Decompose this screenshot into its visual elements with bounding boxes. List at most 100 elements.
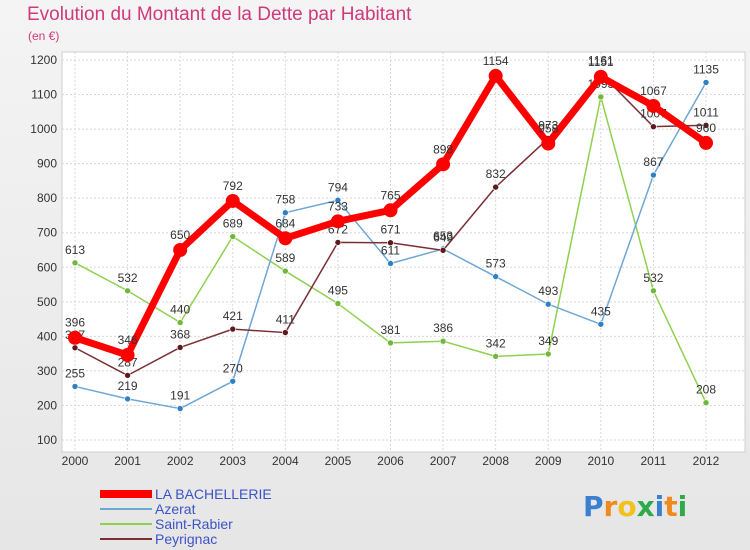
y-tick-label: 700 (37, 226, 57, 240)
chart-subtitle: (en €) (28, 29, 60, 43)
data-point (650, 171, 657, 179)
data-label: 493 (538, 284, 558, 298)
data-point (387, 239, 394, 247)
legend-label-azerat: Azerat (155, 501, 196, 517)
data-label: 1161 (588, 53, 614, 67)
data-label: 650 (170, 228, 190, 242)
data-point (120, 348, 135, 363)
y-tick-label: 1100 (31, 88, 57, 102)
data-label: 396 (65, 316, 85, 330)
y-tick-label: 300 (37, 364, 57, 378)
data-label: 349 (538, 334, 558, 348)
data-point (225, 193, 240, 208)
data-point (176, 319, 184, 326)
legend-label-peyrignac: Peyrignac (155, 531, 218, 547)
data-point (439, 337, 447, 345)
data-point (71, 344, 79, 352)
data-point (176, 344, 184, 351)
data-point (282, 267, 289, 275)
y-tick-label: 800 (37, 191, 57, 205)
y-tick-label: 200 (37, 398, 57, 412)
data-point (334, 196, 342, 204)
x-tick-label: 2000 (62, 454, 89, 468)
data-point (492, 353, 499, 360)
data-point (334, 300, 342, 307)
data-label: 421 (223, 309, 243, 323)
y-tick-label: 900 (37, 157, 57, 171)
data-point (650, 287, 657, 295)
y-tick-label: 1200 (30, 53, 57, 67)
data-label: 960 (696, 121, 716, 135)
x-tick-label: 2001 (114, 454, 141, 468)
data-point (544, 350, 552, 358)
data-label: 1151 (588, 55, 614, 69)
data-label: 381 (380, 323, 400, 337)
data-label: 1135 (693, 62, 719, 76)
data-label: 649 (433, 230, 453, 244)
data-label: 346 (118, 333, 138, 347)
data-point (383, 203, 398, 218)
data-point (68, 330, 82, 345)
data-label: 684 (275, 216, 295, 230)
data-label: 611 (381, 243, 400, 257)
logo-letter: t (664, 490, 678, 523)
data-point (124, 372, 131, 379)
data-label: 589 (275, 251, 295, 265)
logo-letter: P (583, 490, 604, 523)
data-point (124, 287, 131, 295)
data-point (702, 399, 710, 406)
x-tick-label: 2003 (219, 454, 246, 468)
data-point (387, 339, 394, 347)
data-point (492, 273, 499, 280)
data-label: 867 (643, 155, 663, 169)
data-point (71, 383, 79, 390)
legend-label-la-bachellerie: LA BACHELLERIE (155, 486, 272, 502)
y-tick-label: 1000 (30, 122, 57, 136)
data-label: 792 (223, 179, 243, 193)
data-point (597, 320, 605, 328)
data-label: 440 (170, 303, 190, 317)
data-label: 958 (538, 122, 558, 136)
data-point (650, 123, 657, 130)
data-point (702, 79, 710, 86)
data-point (330, 214, 345, 229)
data-label: 653 (433, 229, 453, 243)
data-point (488, 68, 503, 83)
legend-label-saint-rabier: Saint-Rabier (155, 516, 233, 532)
data-point (597, 93, 605, 101)
data-label: 898 (433, 142, 453, 156)
x-tick-label: 2002 (167, 454, 194, 468)
data-label: 689 (223, 217, 243, 231)
logo-letter: i (654, 490, 665, 523)
proxiti-logo: Proxiti (583, 490, 687, 523)
x-tick-label: 2007 (430, 454, 457, 468)
data-label: 411 (276, 313, 295, 327)
chart-title: Evolution du Montant de la Dette par Hab… (27, 4, 412, 25)
data-label: 832 (486, 167, 506, 181)
data-point (541, 136, 556, 151)
data-label: 1154 (483, 54, 509, 68)
logo-letter: i (677, 490, 688, 523)
data-point (492, 183, 499, 191)
data-point (544, 300, 552, 308)
data-label: 765 (380, 188, 400, 202)
data-point (699, 135, 713, 150)
x-tick-label: 2008 (482, 454, 509, 468)
data-label: 495 (328, 284, 348, 298)
data-label: 191 (170, 389, 190, 403)
x-tick-label: 2012 (693, 454, 720, 468)
data-label: 342 (486, 336, 506, 350)
data-label: 758 (275, 193, 295, 207)
data-label: 532 (643, 271, 663, 285)
data-label: 532 (118, 271, 138, 285)
data-label: 435 (591, 304, 611, 318)
x-tick-label: 2004 (272, 454, 299, 468)
data-label: 368 (170, 327, 190, 341)
data-point (593, 69, 608, 84)
data-label: 386 (433, 321, 453, 335)
logo-letter: r (603, 490, 618, 523)
data-point (278, 231, 293, 246)
y-tick-label: 400 (37, 329, 57, 343)
y-tick-label: 100 (37, 433, 57, 447)
